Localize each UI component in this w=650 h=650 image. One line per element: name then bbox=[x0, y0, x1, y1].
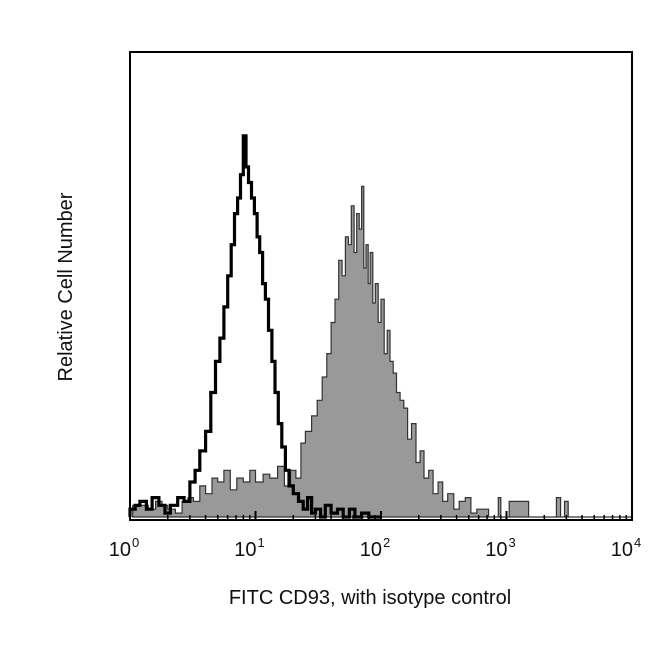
x-tick-exponent: 4 bbox=[634, 535, 641, 550]
x-tick-label: 100 bbox=[109, 535, 139, 561]
isotype-histogram-series bbox=[128, 134, 381, 519]
series-layer bbox=[128, 134, 632, 519]
tick-layer: 100 101 102 103 104 bbox=[109, 511, 641, 561]
x-tick-exponent: 1 bbox=[258, 535, 265, 550]
x-axis-label: FITC CD93, with isotype control bbox=[229, 587, 511, 609]
x-tick-label: 101 bbox=[234, 535, 264, 561]
x-tick-exponent: 2 bbox=[383, 535, 390, 550]
x-tick-exponent: 0 bbox=[132, 535, 139, 550]
x-tick-exponent: 3 bbox=[509, 535, 516, 550]
filled-histogram-series bbox=[132, 185, 632, 518]
y-axis-label: Relative Cell Number bbox=[55, 192, 77, 381]
x-tick-label: 103 bbox=[485, 535, 515, 561]
x-tick-label: 102 bbox=[360, 535, 390, 561]
x-tick-label: 104 bbox=[611, 535, 641, 561]
